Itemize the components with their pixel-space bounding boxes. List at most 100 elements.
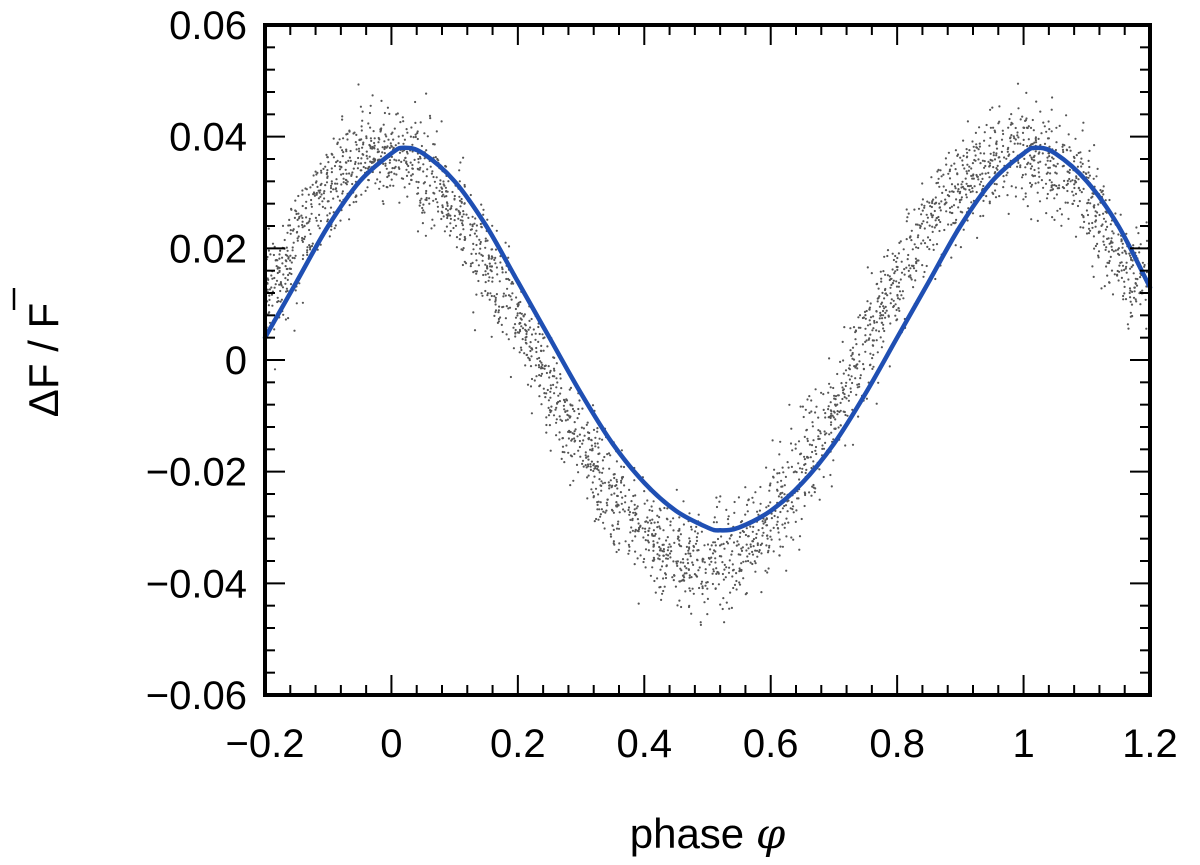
data-point xyxy=(1092,205,1095,208)
data-point xyxy=(987,171,990,174)
data-point xyxy=(542,387,545,390)
data-point xyxy=(273,328,276,331)
data-point xyxy=(1002,144,1005,148)
data-point xyxy=(962,139,965,142)
data-point xyxy=(717,583,721,586)
data-point xyxy=(666,557,670,560)
data-point xyxy=(303,235,307,238)
data-point xyxy=(656,521,660,524)
data-point xyxy=(955,198,958,201)
data-point xyxy=(1039,160,1042,163)
data-point xyxy=(482,273,485,277)
data-point xyxy=(865,397,869,400)
data-point xyxy=(1144,298,1147,301)
data-point xyxy=(1092,177,1095,180)
data-point xyxy=(781,507,785,510)
data-point xyxy=(1036,219,1039,222)
data-point xyxy=(805,429,808,432)
data-point xyxy=(920,203,923,206)
data-point xyxy=(857,383,861,386)
data-point xyxy=(1108,281,1111,284)
data-point xyxy=(594,465,597,468)
data-point xyxy=(979,162,982,165)
data-point xyxy=(428,202,431,205)
data-point xyxy=(291,249,294,252)
data-point xyxy=(494,310,497,314)
data-point xyxy=(1069,180,1072,183)
data-point xyxy=(341,190,344,193)
data-point xyxy=(674,585,678,588)
data-point xyxy=(577,407,580,411)
data-point xyxy=(589,448,592,451)
data-point xyxy=(669,524,672,527)
data-point xyxy=(567,437,571,440)
data-point xyxy=(801,405,805,408)
data-point xyxy=(514,335,517,338)
data-point xyxy=(538,332,541,336)
data-point xyxy=(699,623,703,627)
data-point xyxy=(916,236,920,239)
data-point xyxy=(546,345,549,348)
data-point xyxy=(499,261,502,264)
data-point xyxy=(722,597,725,600)
data-point xyxy=(769,484,772,487)
data-point xyxy=(342,172,345,175)
data-point xyxy=(1016,165,1019,168)
data-point xyxy=(755,549,759,552)
data-point xyxy=(615,550,618,554)
data-point xyxy=(414,133,417,136)
data-point xyxy=(930,176,933,179)
data-point xyxy=(849,390,853,394)
data-point xyxy=(955,218,958,221)
data-point xyxy=(348,204,351,207)
data-point xyxy=(651,518,654,521)
data-point xyxy=(377,136,380,140)
data-point xyxy=(929,205,932,208)
data-point xyxy=(965,182,968,185)
data-point xyxy=(484,237,487,240)
data-point xyxy=(749,525,752,528)
data-point xyxy=(877,330,881,333)
data-point xyxy=(931,201,934,205)
data-point xyxy=(298,215,301,218)
data-point xyxy=(848,378,852,381)
data-point xyxy=(706,587,709,590)
data-point xyxy=(362,165,365,169)
data-point xyxy=(319,219,322,223)
data-point xyxy=(880,346,884,349)
data-point xyxy=(828,433,831,436)
data-point xyxy=(1037,171,1040,174)
data-point xyxy=(507,294,511,297)
data-point xyxy=(761,534,764,537)
data-point xyxy=(332,156,335,159)
data-point xyxy=(554,408,557,411)
data-point xyxy=(317,197,320,200)
data-point xyxy=(596,460,599,463)
data-point xyxy=(905,220,908,223)
data-point xyxy=(878,295,881,298)
data-point xyxy=(967,169,971,172)
data-point xyxy=(478,238,481,241)
data-point xyxy=(589,463,592,466)
data-point xyxy=(992,154,995,157)
data-point xyxy=(1029,126,1033,129)
data-point xyxy=(589,465,592,468)
data-point xyxy=(286,278,289,281)
data-point xyxy=(535,346,538,350)
data-point xyxy=(1087,227,1091,230)
x-tick-label: −0.2 xyxy=(226,722,305,766)
data-point xyxy=(689,552,692,555)
data-points xyxy=(264,82,1151,627)
data-point xyxy=(334,182,337,185)
data-point xyxy=(1111,241,1114,244)
data-point xyxy=(399,121,402,124)
data-point xyxy=(735,588,738,591)
data-point xyxy=(289,232,292,235)
data-point xyxy=(783,504,786,508)
data-point xyxy=(494,309,498,312)
data-point xyxy=(289,254,292,257)
data-point xyxy=(994,131,997,134)
data-point xyxy=(1040,179,1043,182)
data-point xyxy=(341,192,344,195)
data-point xyxy=(757,529,760,532)
